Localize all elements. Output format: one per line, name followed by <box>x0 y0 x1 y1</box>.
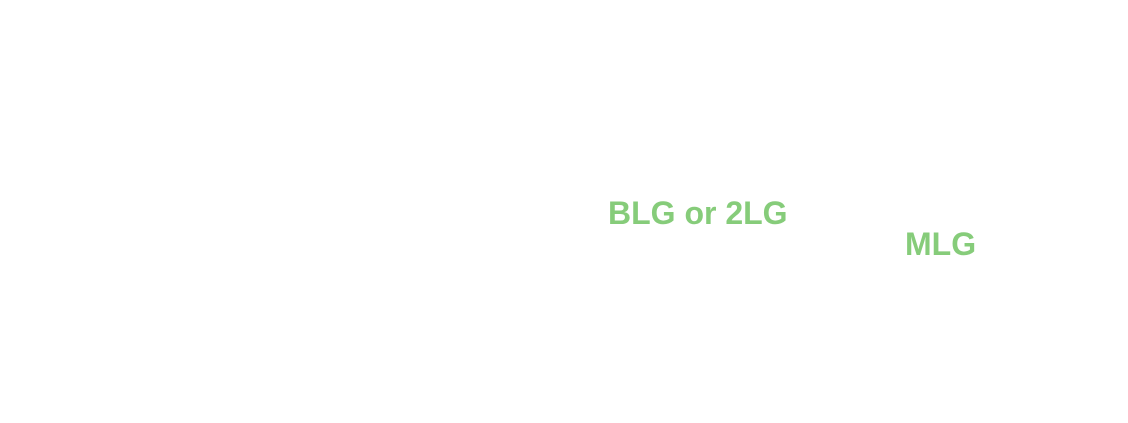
mlg-label: MLG <box>905 226 977 262</box>
blg-or-2lg-label: BLG or 2LG <box>608 195 788 231</box>
